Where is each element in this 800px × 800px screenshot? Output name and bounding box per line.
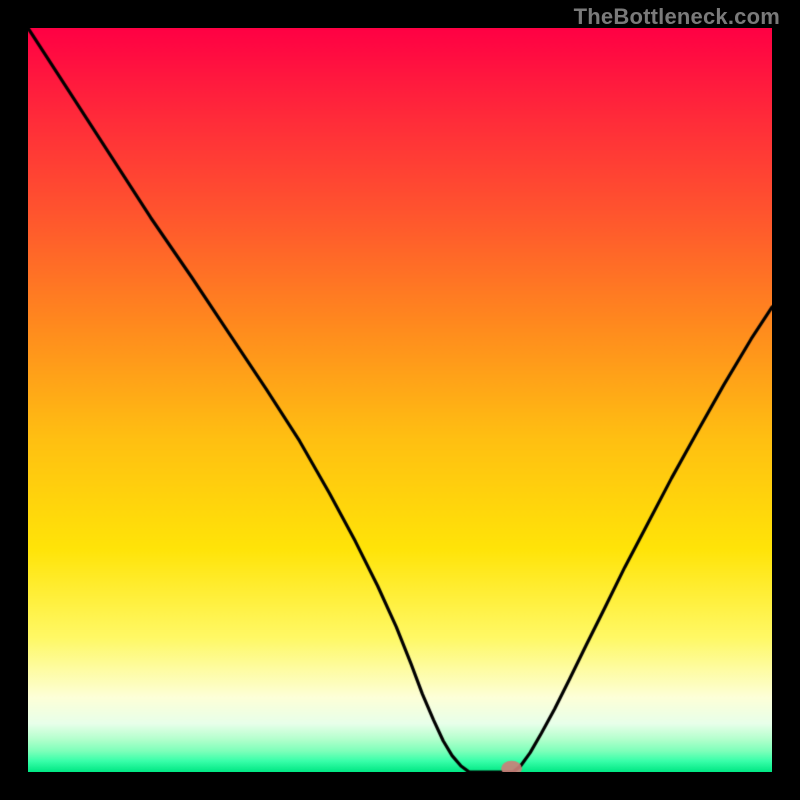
chart-root: TheBottleneck.com <box>0 0 800 800</box>
plot-canvas <box>28 28 772 772</box>
watermark-label: TheBottleneck.com <box>574 4 780 30</box>
